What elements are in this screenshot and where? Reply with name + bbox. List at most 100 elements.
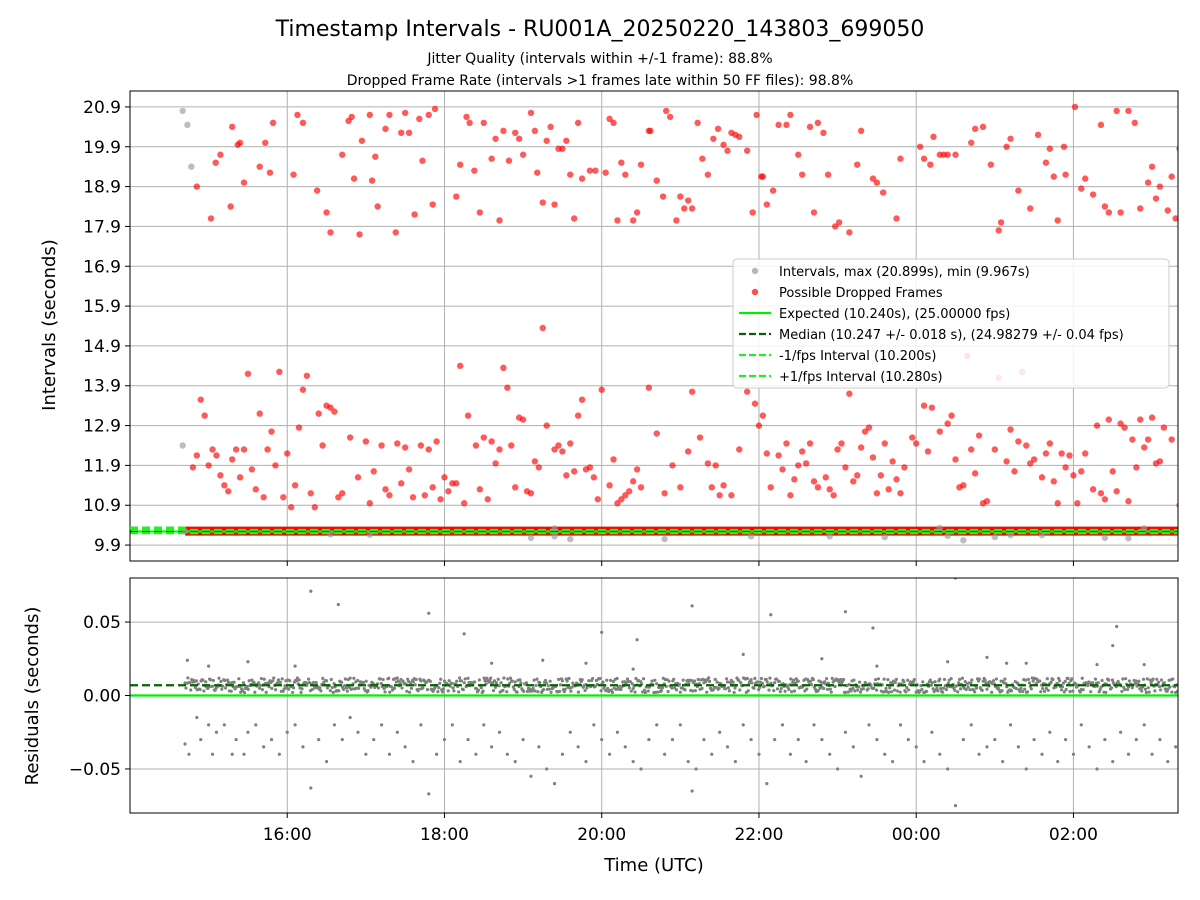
residual-point bbox=[183, 742, 187, 746]
interval-point bbox=[1117, 420, 1124, 427]
residual-point bbox=[294, 679, 298, 683]
residual-point bbox=[280, 677, 284, 681]
interval-point bbox=[810, 209, 818, 216]
residual-point bbox=[342, 684, 347, 688]
residual-point bbox=[352, 676, 356, 680]
residual-point bbox=[187, 752, 191, 756]
interval-point bbox=[893, 476, 900, 483]
intervals-plot: 9.9 10.9 11.9 12.9 13.9 14.9 15.9 16.9 17.9 18.9 1… bbox=[83, 90, 1198, 566]
residual-point bbox=[1081, 688, 1085, 692]
residual-point bbox=[383, 690, 387, 694]
residual-point bbox=[1098, 687, 1102, 692]
interval-point bbox=[327, 404, 334, 411]
residual-point bbox=[1144, 690, 1148, 695]
interval-point bbox=[1101, 203, 1109, 210]
interval-point bbox=[881, 440, 888, 447]
y-tick-label: 10.9 bbox=[83, 496, 121, 516]
residual-point bbox=[843, 610, 848, 614]
residual-point bbox=[936, 689, 940, 693]
residual-point bbox=[395, 730, 399, 734]
residual-point bbox=[369, 685, 373, 689]
interval-point bbox=[260, 494, 267, 501]
residual-point bbox=[765, 680, 769, 684]
residual-point bbox=[1133, 681, 1137, 686]
interval-point bbox=[865, 424, 873, 431]
residual-point bbox=[246, 660, 250, 664]
interval-point bbox=[232, 446, 240, 453]
residual-point bbox=[627, 686, 631, 690]
residual-point bbox=[1056, 759, 1060, 764]
residual-point bbox=[288, 679, 292, 683]
interval-point bbox=[1007, 135, 1014, 142]
residual-point bbox=[269, 737, 274, 742]
residual-point bbox=[690, 604, 694, 608]
interval-point bbox=[571, 468, 578, 475]
interval-point bbox=[429, 484, 436, 491]
residual-point bbox=[207, 685, 211, 689]
interval-point bbox=[763, 450, 771, 457]
y-tick-label: 14.9 bbox=[83, 337, 121, 357]
y-tick-label: 0.00 bbox=[83, 687, 121, 707]
residual-point bbox=[245, 684, 249, 689]
residual-point bbox=[944, 688, 948, 692]
interval-point bbox=[879, 189, 887, 196]
residual-point bbox=[1175, 689, 1178, 693]
residual-point bbox=[888, 686, 892, 690]
residual-point bbox=[297, 678, 301, 682]
interval-point bbox=[1160, 424, 1168, 431]
interval-point bbox=[217, 151, 224, 158]
residual-point bbox=[859, 774, 863, 778]
interval-point bbox=[1180, 165, 1186, 171]
residual-point bbox=[775, 687, 780, 691]
interval-point bbox=[398, 129, 405, 137]
interval-point bbox=[307, 490, 315, 497]
residual-point bbox=[262, 745, 266, 749]
residual-point bbox=[254, 723, 258, 727]
interval-point bbox=[240, 179, 248, 186]
residual-point bbox=[310, 687, 314, 692]
residual-point bbox=[1124, 677, 1128, 681]
interval-point bbox=[968, 446, 975, 453]
interval-point bbox=[626, 488, 633, 495]
residual-point bbox=[993, 737, 997, 742]
residual-point bbox=[1071, 752, 1076, 756]
residual-point bbox=[1086, 683, 1090, 688]
residual-point bbox=[1096, 681, 1100, 685]
residual-point bbox=[576, 690, 581, 694]
residual-point bbox=[1134, 679, 1138, 683]
residual-point bbox=[912, 677, 916, 682]
residual-point bbox=[285, 730, 289, 734]
residual-point bbox=[1182, 731, 1185, 734]
residual-point bbox=[274, 688, 278, 692]
interval-point bbox=[1071, 103, 1079, 111]
interval-point bbox=[1117, 209, 1124, 216]
residual-point bbox=[447, 679, 451, 683]
residual-point bbox=[474, 752, 478, 756]
residual-point bbox=[811, 677, 815, 682]
residual-point bbox=[790, 690, 794, 694]
interval-point bbox=[374, 203, 381, 210]
residual-point bbox=[246, 730, 250, 734]
residual-point bbox=[392, 686, 397, 690]
residual-point bbox=[898, 723, 903, 727]
interval-point bbox=[229, 123, 236, 131]
y-tick-label: 15.9 bbox=[83, 297, 121, 317]
interval-point bbox=[319, 442, 326, 449]
interval-point bbox=[1058, 450, 1065, 457]
interval-point bbox=[960, 482, 967, 489]
residual-point bbox=[928, 678, 932, 682]
residual-point bbox=[505, 690, 509, 694]
residual-point bbox=[364, 752, 368, 756]
residual-point bbox=[278, 680, 282, 684]
residual-point bbox=[437, 686, 441, 690]
interval-point bbox=[708, 484, 715, 491]
residual-point bbox=[920, 687, 924, 692]
interval-point bbox=[1050, 173, 1057, 180]
interval-point bbox=[299, 386, 307, 393]
interval-point bbox=[1192, 144, 1198, 150]
residual-point bbox=[866, 687, 870, 691]
interval-point bbox=[457, 161, 464, 168]
interval-point bbox=[505, 157, 513, 164]
interval-point bbox=[826, 533, 833, 540]
residual-point bbox=[530, 689, 534, 693]
